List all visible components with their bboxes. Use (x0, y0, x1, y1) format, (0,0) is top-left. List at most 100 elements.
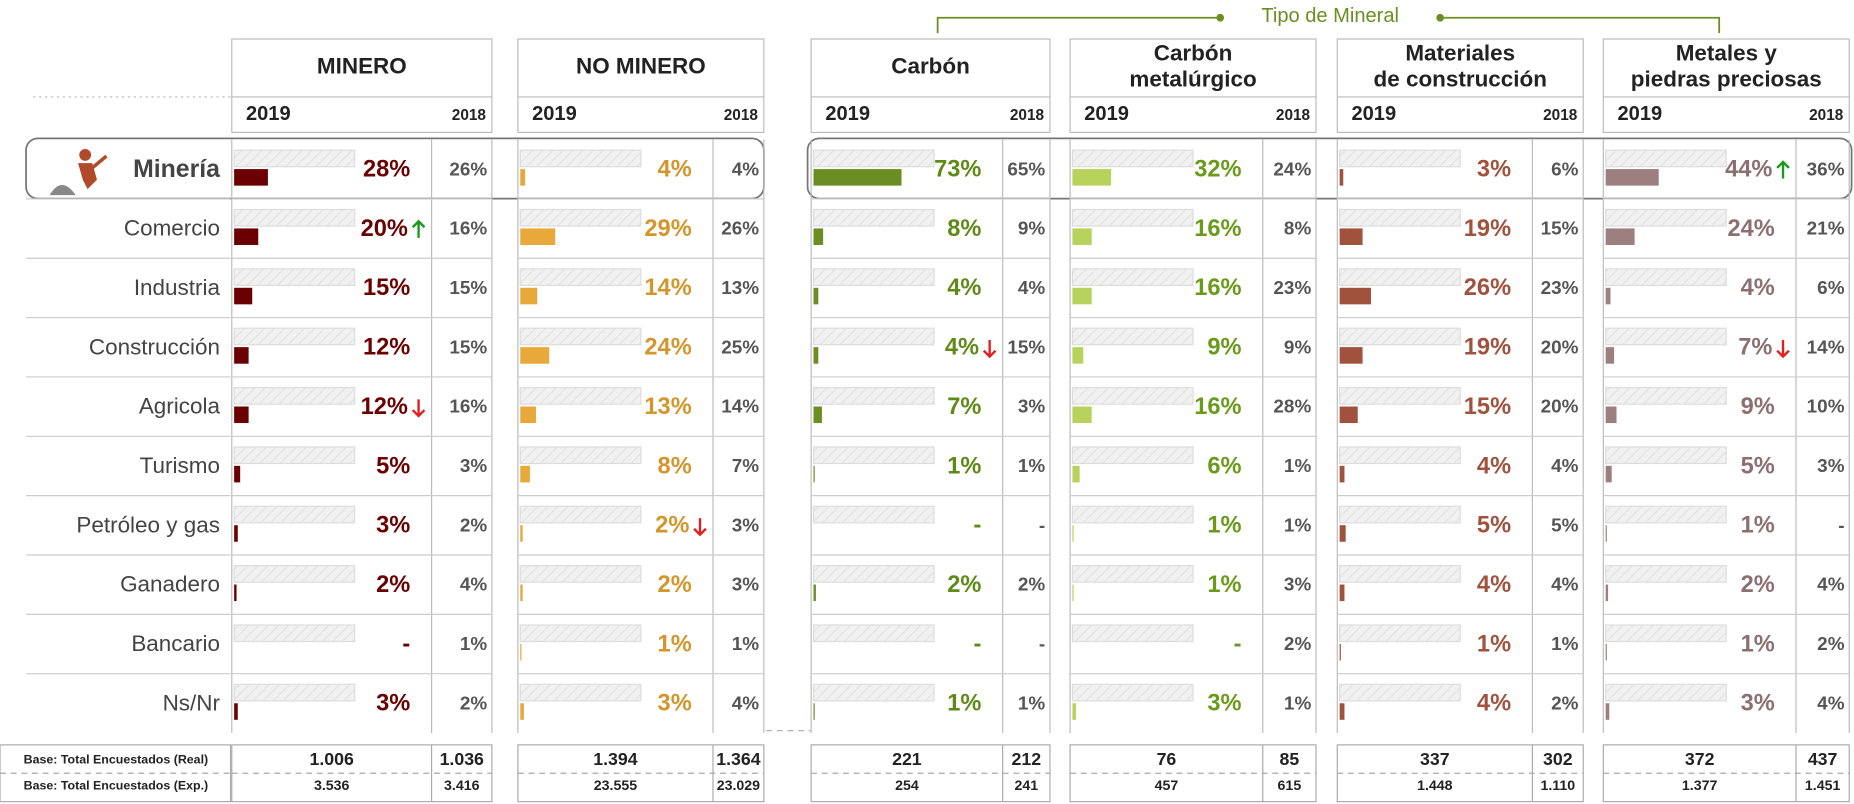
bar-track (1071, 446, 1194, 465)
row-label: Bancario (131, 631, 220, 656)
bar (1339, 169, 1344, 186)
prev-value-label: 26% (449, 159, 487, 180)
bar-track (1339, 505, 1461, 524)
prev-value-label: 9% (1018, 219, 1046, 240)
value-label: 26% (1464, 275, 1511, 301)
bar-track (1071, 683, 1194, 702)
year-label: 2019 (532, 103, 577, 125)
row-label: Comercio (124, 216, 220, 241)
prev-year-label: 2018 (724, 107, 759, 124)
prev-value-label: 13% (721, 278, 759, 299)
prev-value-label: 7% (732, 456, 760, 477)
bar (1605, 525, 1607, 542)
row-label: Minería (133, 156, 220, 183)
bar-track (1339, 327, 1461, 346)
prev-year-label: 2018 (1276, 107, 1311, 124)
bar (1072, 703, 1077, 720)
value-label: 4% (1477, 691, 1511, 717)
year-label: 2019 (1351, 103, 1396, 125)
column-title: de construcción (1374, 66, 1547, 91)
value-label: 24% (1727, 216, 1774, 242)
value-label: 4% (1477, 572, 1511, 598)
value-label: 16% (1194, 275, 1241, 301)
value-label: 1% (1477, 631, 1511, 657)
base-value: 3.536 (314, 778, 350, 794)
bar (1339, 643, 1341, 661)
bar (520, 525, 523, 542)
bar-track (812, 268, 935, 287)
value-label: - (974, 513, 982, 539)
bar (234, 465, 241, 483)
value-label: 16% (1194, 216, 1241, 242)
prev-value-label: - (1039, 634, 1045, 655)
bar-track (812, 149, 935, 168)
trend-arrow (411, 219, 426, 238)
prev-value-label: 23% (1273, 278, 1311, 299)
prev-year-label: 2018 (1809, 107, 1844, 124)
bar-track (1605, 624, 1727, 643)
prev-value-label: 3% (1817, 456, 1845, 477)
header-box (1069, 38, 1317, 134)
prev-value-label: 26% (721, 219, 759, 240)
prev-value-label: - (1838, 515, 1844, 536)
prev-value-label: 2% (1551, 693, 1579, 714)
bar-track (1339, 683, 1461, 702)
bar (520, 228, 556, 245)
value-label: 8% (947, 216, 981, 242)
group-label: Tipo de Mineral (1261, 5, 1399, 27)
value-label: 16% (1194, 394, 1241, 420)
prev-value-label: 4% (1551, 575, 1579, 596)
bar (813, 406, 822, 424)
bar-track (812, 505, 935, 524)
bar-track (812, 446, 935, 465)
bar-track (1605, 268, 1727, 287)
bar (813, 703, 815, 720)
bar (1072, 228, 1092, 245)
base-prev-value: 302 (1543, 749, 1573, 769)
prev-value-label: 23% (1541, 278, 1579, 299)
bar-track (1071, 268, 1194, 287)
bar-track (1071, 208, 1194, 227)
row-label: Construcción (89, 334, 220, 359)
value-label: 1% (1207, 572, 1241, 598)
bar (1072, 525, 1074, 542)
value-label: 5% (376, 453, 410, 479)
prev-value-label: 2% (1284, 634, 1312, 655)
base-value: 337 (1420, 749, 1450, 769)
base-prev-value: 241 (1014, 778, 1038, 794)
bar-track (1071, 505, 1194, 524)
base-label: Base: Total Encuestados (Real) (24, 753, 209, 767)
bar-track (1605, 149, 1727, 168)
prev-value-label: 1% (732, 634, 760, 655)
prev-value-label: 1% (1284, 693, 1312, 714)
bar-track (1605, 386, 1727, 405)
prev-value-label: 28% (1273, 397, 1311, 418)
bar-track (233, 624, 356, 643)
column-title: piedras preciosas (1631, 66, 1822, 91)
bar-track (519, 149, 642, 168)
prev-value-label: 1% (1551, 634, 1579, 655)
row-label: Ganadero (120, 572, 220, 597)
bar (1339, 406, 1358, 424)
base-prev-value: 1.364 (716, 749, 760, 769)
value-label: 3% (376, 691, 410, 717)
bar (1072, 406, 1092, 424)
highlight-box (806, 137, 1853, 200)
bar-track (1339, 208, 1461, 227)
column-title: MINERO (317, 53, 407, 78)
prev-value-label: 15% (1541, 219, 1579, 240)
bar-track (519, 208, 642, 227)
prev-value-label: 4% (460, 575, 488, 596)
value-label: 6% (1207, 453, 1241, 479)
prev-value-label: 4% (1817, 575, 1845, 596)
base-value: 221 (892, 749, 922, 769)
bar (1605, 287, 1611, 305)
bar (234, 347, 249, 364)
prev-value-label: 14% (721, 397, 759, 418)
row-label: Petróleo y gas (76, 512, 220, 537)
bar (234, 406, 249, 424)
bar-track (1339, 149, 1461, 168)
prev-value-label: 15% (449, 337, 487, 358)
prev-value-label: 20% (1541, 337, 1579, 358)
value-label: 3% (1741, 691, 1775, 717)
